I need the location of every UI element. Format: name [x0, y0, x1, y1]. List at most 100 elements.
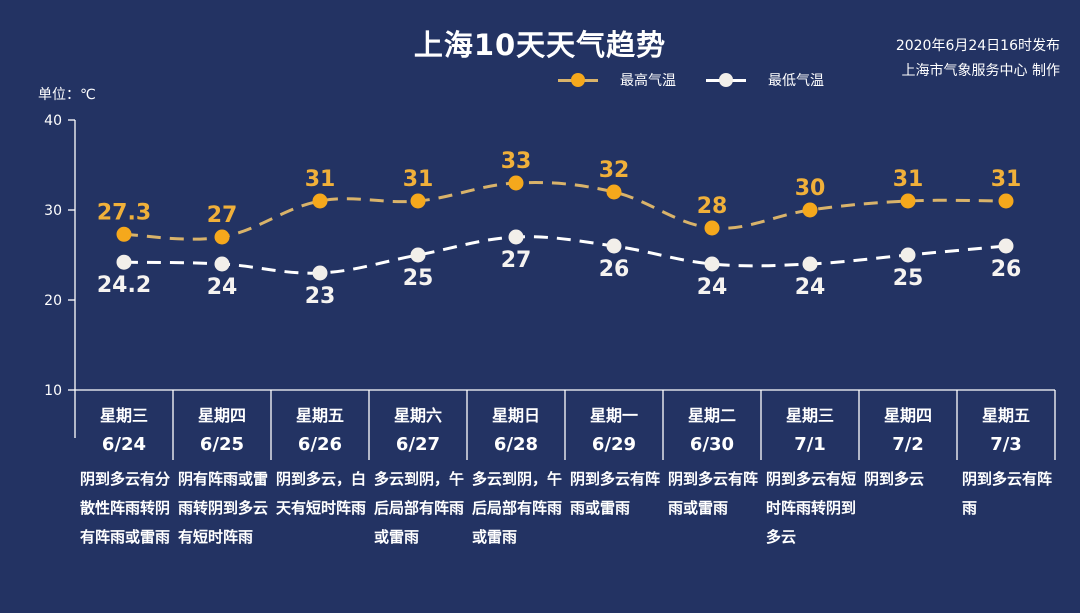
publish-info: 2020年6月24日16时发布 上海市气象服务中心 制作 [896, 34, 1060, 84]
weekday-label: 星期六 [393, 406, 442, 425]
y-tick-label: 30 [44, 203, 62, 219]
date-label: 6/28 [493, 434, 539, 455]
day-header: 星期五 7/3 [957, 390, 1055, 456]
legend-low-label: 最低气温 [768, 73, 824, 89]
publish-time: 2020年6月24日16时发布 [895, 38, 1060, 54]
weekday-label: 星期日 [491, 406, 540, 425]
weekday-label: 星期四 [197, 406, 246, 425]
data-point [312, 193, 328, 209]
data-label: 24 [795, 275, 826, 300]
day-header: 星期四 7/2 [859, 390, 957, 456]
weather-description: 阴到多云有阵雨或雷雨 [668, 470, 759, 517]
legend: 最高气温 最低气温 [558, 70, 854, 90]
series-low-temp: 24.2 24 23 25 27 26 24 24 25 26 [97, 229, 1022, 309]
legend-high-label: 最高气温 [620, 73, 676, 89]
data-point [606, 238, 622, 254]
data-label: 27 [207, 203, 238, 228]
day-header: 星期六 6/27 [369, 390, 467, 456]
date-label: 6/26 [297, 434, 343, 455]
data-point [410, 247, 426, 263]
date-label: 6/24 [101, 434, 147, 455]
data-label: 27 [501, 248, 532, 273]
weather-description: 多云到阴，午后局部有阵雨或雷雨 [374, 470, 465, 546]
y-axis: 10 20 30 40 [44, 113, 76, 438]
data-point [214, 256, 230, 272]
data-label: 31 [893, 167, 924, 192]
weather-description: 阴到多云有分散性阵雨转阴有阵雨或雷雨 [80, 470, 171, 546]
legend-item-low: 最低气温 [706, 70, 824, 90]
day-header: 星期四 6/25 [173, 390, 271, 456]
day-header: 星期二 6/30 [663, 390, 761, 456]
day-header: 星期三 6/24 [75, 390, 173, 456]
data-point [410, 193, 426, 209]
weather-description: 阴到多云 [864, 470, 925, 488]
data-label: 24 [207, 275, 238, 300]
weekday-label: 星期三 [785, 406, 834, 425]
data-label: 30 [795, 176, 826, 201]
date-label: 6/29 [591, 434, 637, 455]
y-tick-label: 40 [44, 113, 62, 129]
y-tick-label: 20 [44, 293, 62, 309]
data-label: 31 [305, 167, 336, 192]
data-label: 26 [991, 257, 1022, 282]
data-label: 25 [893, 266, 924, 291]
date-label: 7/2 [892, 434, 924, 455]
weekday-label: 星期三 [99, 406, 148, 425]
date-label: 7/3 [990, 434, 1022, 455]
weather-description: 阴到多云有阵雨 [962, 470, 1053, 517]
data-point [606, 184, 622, 200]
weather-description: 阴到多云，白天有短时阵雨 [276, 470, 367, 517]
weather-description: 阴有阵雨或雷雨转阴到多云有短时阵雨 [178, 470, 269, 546]
data-point [998, 193, 1014, 209]
data-label: 24 [697, 275, 728, 300]
data-label: 26 [599, 257, 630, 282]
weekday-label: 星期四 [883, 406, 932, 425]
day-header: 星期一 6/29 [565, 390, 663, 456]
data-point [998, 238, 1014, 254]
chart-title: 上海10天天气趋势 [413, 28, 667, 62]
data-point [704, 220, 720, 236]
data-point [214, 229, 230, 245]
data-label: 25 [403, 266, 434, 291]
data-point [116, 254, 132, 270]
weekday-label: 星期五 [981, 406, 1030, 425]
weekday-label: 星期一 [589, 406, 638, 425]
data-point [508, 229, 524, 245]
data-point [900, 247, 916, 263]
unit-label: 单位：℃ [38, 87, 96, 103]
legend-low-marker-icon [706, 70, 746, 90]
weather-description: 阴到多云有短时阵雨转阴到多云 [766, 470, 857, 546]
data-label: 23 [305, 284, 336, 309]
legend-high-marker-icon [558, 70, 598, 90]
date-label: 6/25 [199, 434, 245, 455]
data-point [508, 175, 524, 191]
y-tick-label: 10 [44, 383, 62, 399]
data-label: 28 [697, 194, 728, 219]
table-grid [75, 389, 1056, 460]
data-point [900, 193, 916, 209]
day-header: 星期日 6/28 [467, 390, 565, 456]
weekday-label: 星期五 [295, 406, 344, 425]
data-point [312, 265, 328, 281]
data-label: 32 [599, 158, 630, 183]
data-label: 33 [501, 149, 532, 174]
producer: 上海市气象服务中心 制作 [901, 63, 1060, 79]
data-point [116, 226, 132, 242]
date-label: 6/30 [689, 434, 735, 455]
data-label: 31 [991, 167, 1022, 192]
data-label: 31 [403, 167, 434, 192]
day-header: 星期五 6/26 [271, 390, 369, 456]
series-high-temp: 27.3 27 31 31 33 32 28 30 31 31 [97, 149, 1021, 245]
weather-description: 多云到阴，午后局部有阵雨或雷雨 [472, 470, 563, 546]
data-point [802, 202, 818, 218]
weekday-label: 星期二 [687, 406, 736, 425]
date-label: 6/27 [395, 434, 441, 455]
data-point [704, 256, 720, 272]
day-header: 星期三 7/1 [761, 390, 859, 456]
data-point [802, 256, 818, 272]
data-label: 27.3 [97, 200, 151, 225]
weather-description: 阴到多云有阵雨或雷雨 [570, 470, 661, 517]
legend-item-high: 最高气温 [558, 70, 676, 90]
data-label: 24.2 [97, 273, 151, 298]
